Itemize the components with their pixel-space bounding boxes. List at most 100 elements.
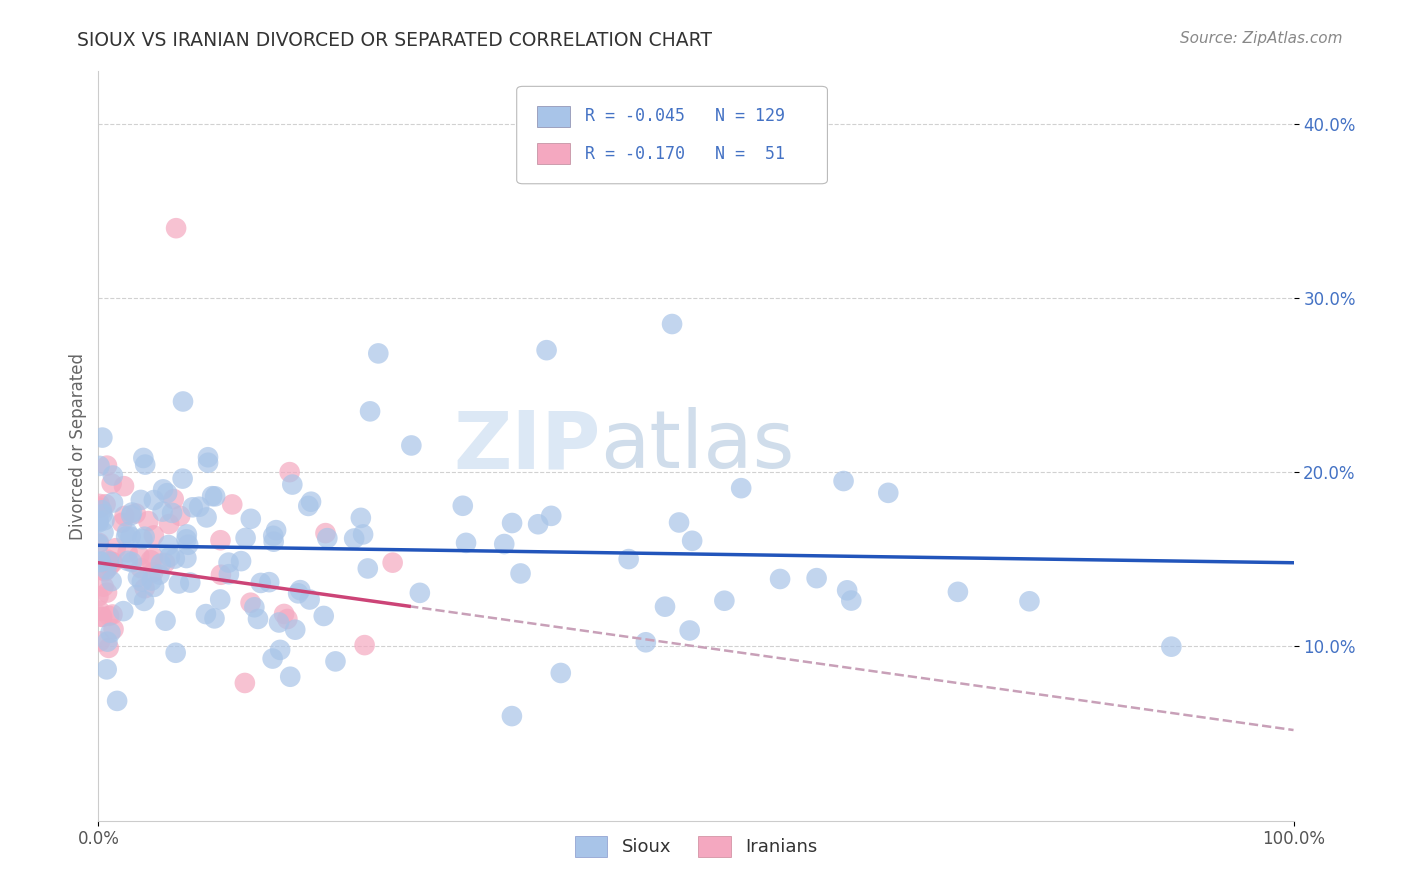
Point — [221, 497, 243, 511]
Point — [661, 317, 683, 331]
Point — [93, 525, 115, 540]
Point — [142, 566, 165, 580]
Point — [204, 489, 226, 503]
Point — [257, 575, 280, 590]
FancyBboxPatch shape — [517, 87, 827, 184]
Point — [946, 585, 969, 599]
Point — [316, 531, 339, 545]
Point — [142, 550, 165, 565]
Y-axis label: Divorced or Separated: Divorced or Separated — [69, 352, 87, 540]
Point — [769, 572, 792, 586]
Point — [409, 586, 432, 600]
Point — [536, 343, 558, 358]
Point — [163, 491, 186, 506]
Point — [401, 438, 423, 452]
Point — [125, 507, 148, 521]
Point — [142, 493, 165, 508]
Point — [132, 450, 155, 465]
Point — [167, 576, 190, 591]
Point — [127, 570, 149, 584]
Point — [142, 528, 165, 542]
Point — [550, 665, 572, 680]
Point — [509, 566, 531, 581]
Point — [201, 489, 224, 503]
Point — [218, 567, 240, 582]
Point — [832, 474, 855, 488]
Point — [298, 592, 321, 607]
Point — [101, 607, 124, 622]
Point — [117, 545, 139, 559]
Point — [315, 526, 337, 541]
Point — [353, 638, 375, 652]
Point — [93, 513, 115, 527]
Point — [100, 574, 122, 589]
Point — [233, 676, 256, 690]
Point — [209, 567, 232, 582]
Point — [115, 529, 138, 543]
Point — [267, 615, 290, 630]
Point — [634, 635, 657, 649]
Point — [87, 516, 110, 530]
Point — [357, 561, 380, 575]
Point — [103, 622, 125, 636]
Point — [91, 507, 114, 521]
Point — [97, 640, 120, 655]
Point — [263, 534, 285, 549]
Point — [239, 512, 262, 526]
Point — [159, 549, 181, 564]
Point — [264, 523, 287, 537]
Point — [163, 551, 186, 566]
Point — [325, 654, 347, 668]
Point — [143, 580, 166, 594]
Point — [134, 458, 156, 472]
Point — [94, 497, 117, 511]
Point — [96, 562, 118, 576]
Point — [121, 555, 143, 569]
Point — [125, 588, 148, 602]
Point — [138, 514, 160, 528]
Point — [278, 670, 301, 684]
Point — [284, 623, 307, 637]
Point — [100, 476, 122, 491]
Point — [343, 532, 366, 546]
Point — [681, 533, 703, 548]
Point — [91, 431, 114, 445]
Point — [278, 465, 301, 479]
Point — [243, 600, 266, 615]
Point — [839, 593, 862, 607]
Point — [367, 346, 389, 360]
Point — [152, 505, 174, 519]
Point — [209, 592, 232, 607]
FancyBboxPatch shape — [537, 106, 571, 127]
Point — [287, 586, 309, 600]
Point — [96, 556, 118, 570]
Point — [89, 458, 111, 473]
Point — [276, 612, 298, 626]
Legend: Sioux, Iranians: Sioux, Iranians — [568, 829, 824, 864]
Point — [668, 516, 690, 530]
Point — [501, 709, 523, 723]
Point — [152, 483, 174, 497]
Point — [235, 531, 257, 545]
Point — [96, 585, 118, 599]
Point — [209, 533, 232, 548]
Point — [679, 624, 702, 638]
Point — [229, 554, 252, 568]
Point — [89, 604, 111, 618]
Point — [359, 404, 381, 418]
Point — [299, 494, 322, 508]
Point — [877, 486, 900, 500]
Point — [131, 532, 153, 546]
Point — [89, 500, 111, 515]
Point — [176, 551, 198, 566]
Point — [115, 525, 138, 540]
Point — [273, 607, 295, 621]
Point — [96, 662, 118, 676]
Point — [111, 516, 134, 530]
Point — [179, 575, 201, 590]
Point — [134, 582, 156, 596]
Point — [1018, 594, 1040, 608]
Point — [148, 567, 170, 582]
Point — [806, 571, 828, 585]
Point — [94, 564, 117, 578]
